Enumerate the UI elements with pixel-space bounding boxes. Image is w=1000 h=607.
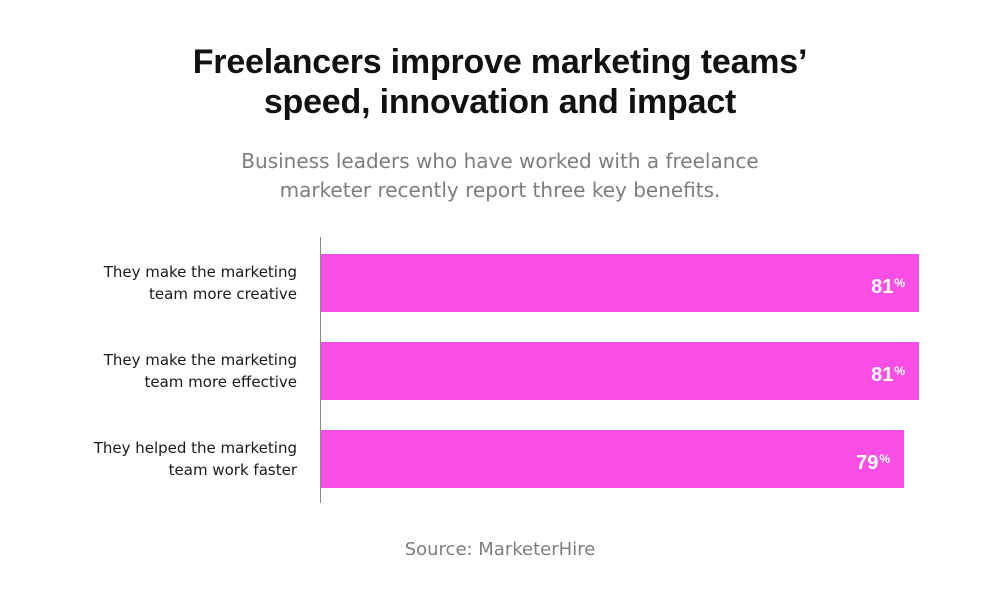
- bar-value-label: 81%: [871, 364, 905, 386]
- chart-title: Freelancers improve marketing teams’ spe…: [0, 42, 1000, 122]
- category-label-faster: They helped the marketing team work fast…: [37, 437, 297, 481]
- bar-faster: 79%: [321, 430, 904, 488]
- chart-title-line-2: speed, innovation and impact: [263, 83, 737, 121]
- chart-title-line-1: Freelancers improve marketing teams’: [192, 43, 808, 81]
- y-axis-line: [320, 237, 321, 503]
- bar-effective: 81%: [321, 342, 919, 400]
- chart-subtitle-line-2: marketer recently report three key benef…: [279, 178, 721, 202]
- category-label-line-2: team more effective: [144, 373, 298, 391]
- source-note: Source: MarketerHire: [404, 539, 596, 560]
- category-label-line-2: team work faster: [168, 461, 297, 479]
- category-label-line-1: They make the marketing: [103, 351, 297, 369]
- bar-value-label: 79%: [856, 452, 890, 474]
- chart-subtitle-line-1: Business leaders who have worked with a …: [241, 149, 759, 173]
- chart-subtitle: Business leaders who have worked with a …: [0, 147, 1000, 205]
- bar-value-label: 81%: [871, 276, 905, 298]
- category-label-line-2: team more creative: [149, 285, 297, 303]
- category-label-creative: They make the marketing team more creati…: [37, 261, 297, 305]
- category-label-effective: They make the marketing team more effect…: [37, 349, 297, 393]
- category-label-line-1: They make the marketing: [103, 263, 297, 281]
- category-label-line-1: They helped the marketing: [93, 439, 297, 457]
- bar-creative: 81%: [321, 254, 919, 312]
